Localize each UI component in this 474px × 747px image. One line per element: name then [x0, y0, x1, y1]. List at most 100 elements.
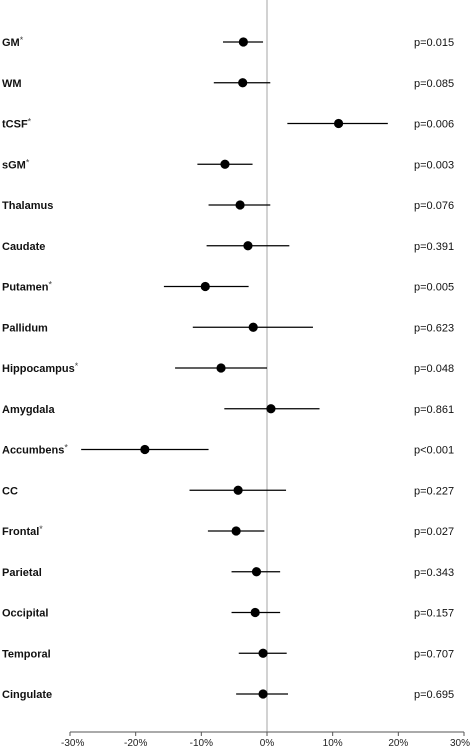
p-value-label: p=0.003 — [414, 159, 454, 171]
row-cc: CC p=0.227 — [2, 485, 454, 497]
point-estimate-marker — [258, 689, 268, 699]
row-label: Hippocampus* — [2, 361, 79, 375]
row-thalamus: Thalamus p=0.076 — [2, 200, 454, 212]
p-value-label: p=0.623 — [414, 322, 454, 334]
point-estimate-marker — [238, 37, 248, 47]
row-putamen: Putamen* p=0.005 — [2, 280, 454, 294]
point-estimate-marker — [250, 607, 260, 618]
p-value-label: p=0.076 — [414, 200, 454, 212]
row-amygdala: Amygdala p=0.861 — [2, 404, 454, 416]
p-value-label: p=0.157 — [414, 608, 454, 620]
p-value-label: p=0.227 — [414, 485, 454, 497]
p-value-label: p=0.006 — [414, 119, 454, 131]
row-label-text: Putamen — [2, 282, 49, 294]
row-cingulate: Cingulate p=0.695 — [2, 689, 454, 701]
p-value-label: p=0.015 — [414, 37, 454, 49]
point-estimate-marker — [231, 526, 241, 536]
significance-star: * — [20, 35, 24, 45]
x-tick-label: -30% — [61, 738, 84, 747]
point-estimate-marker — [200, 281, 210, 292]
row-sgm: sGM* p=0.003 — [2, 157, 454, 171]
point-estimate-marker — [251, 567, 262, 577]
row-label: GM* — [2, 35, 24, 49]
x-tick-label: 0% — [260, 738, 275, 747]
row-label: Parietal — [2, 567, 42, 579]
row-label-text: Accumbens — [2, 445, 64, 457]
row-label: Frontal* — [2, 524, 43, 538]
row-label-text: WM — [2, 78, 22, 90]
point-estimate-marker — [248, 322, 258, 332]
row-label: CC — [2, 485, 18, 497]
significance-star: * — [75, 361, 79, 371]
point-estimate-marker — [333, 118, 344, 129]
p-value-label: p=0.391 — [414, 241, 454, 253]
row-caudate: Caudate p=0.391 — [2, 241, 454, 253]
point-estimate-marker — [233, 485, 243, 495]
point-estimate-marker — [266, 404, 276, 414]
point-estimate-marker — [235, 200, 245, 210]
x-tick-label: -10% — [190, 738, 213, 747]
row-label-text: Pallidum — [2, 322, 48, 334]
row-accumbens: Accumbens* p<0.001 — [2, 443, 454, 457]
p-value-label: p=0.343 — [414, 567, 454, 579]
p-value-label: p=0.695 — [414, 689, 454, 701]
row-label: Putamen* — [2, 280, 52, 294]
x-axis: -30% -20% -10% 0% 10% 20% 30% — [61, 731, 470, 747]
row-parietal: Parietal p=0.343 — [2, 567, 454, 579]
row-label-text: Temporal — [2, 648, 51, 660]
significance-star: * — [48, 280, 52, 290]
row-label: Caudate — [2, 241, 45, 253]
row-label-text: Thalamus — [2, 200, 53, 212]
p-value-label: p<0.001 — [414, 445, 454, 457]
significance-star: * — [26, 157, 30, 167]
row-label: Occipital — [2, 608, 48, 620]
x-tick-label: 20% — [388, 738, 408, 747]
point-estimate-marker — [258, 648, 268, 658]
p-value-label: p=0.005 — [414, 282, 454, 294]
row-label-text: Cingulate — [2, 689, 52, 701]
p-value-label: p=0.027 — [414, 526, 454, 538]
row-label-text: Parietal — [2, 567, 42, 579]
row-label: tCSF* — [2, 117, 32, 131]
row-label: Accumbens* — [2, 443, 68, 457]
point-estimate-marker — [238, 78, 248, 88]
x-tick-label: -20% — [124, 738, 147, 747]
p-value-label: p=0.707 — [414, 648, 454, 660]
row-label-text: Amygdala — [2, 404, 55, 416]
point-estimate-marker — [243, 241, 253, 251]
significance-star: * — [64, 443, 68, 453]
x-tick-label: 30% — [450, 738, 470, 747]
significance-star: * — [28, 117, 32, 127]
row-label-text: Occipital — [2, 608, 48, 620]
row-label: Amygdala — [2, 404, 55, 416]
row-label: Thalamus — [2, 200, 53, 212]
row-label-text: tCSF — [2, 119, 28, 131]
significance-star: * — [39, 524, 43, 534]
p-value-label: p=0.861 — [414, 404, 454, 416]
row-label-text: CC — [2, 485, 18, 497]
point-estimate-marker — [216, 363, 226, 373]
row-label-text: sGM — [2, 159, 26, 171]
row-tcsf: tCSF* p=0.006 — [2, 117, 454, 131]
x-tick-label: 10% — [323, 738, 343, 747]
row-hippocampus: Hippocampus* p=0.048 — [2, 361, 454, 375]
row-label-text: Hippocampus — [2, 363, 75, 375]
row-temporal: Temporal p=0.707 — [2, 648, 454, 660]
row-label: WM — [2, 78, 22, 90]
row-label: Temporal — [2, 648, 51, 660]
row-label: Cingulate — [2, 689, 52, 701]
row-occipital: Occipital p=0.157 — [2, 608, 454, 620]
point-estimate-marker — [220, 159, 230, 169]
row-label: Pallidum — [2, 322, 48, 334]
point-estimate-marker — [140, 444, 150, 455]
row-label-text: Caudate — [2, 241, 45, 253]
row-label: sGM* — [2, 157, 30, 171]
row-label-text: GM — [2, 37, 20, 49]
p-value-label: p=0.085 — [414, 78, 454, 90]
row-label-text: Frontal — [2, 526, 39, 538]
row-wm: WM p=0.085 — [2, 78, 454, 90]
row-frontal: Frontal* p=0.027 — [2, 524, 454, 538]
row-gm: GM* p=0.015 — [2, 35, 454, 49]
p-value-label: p=0.048 — [414, 363, 454, 375]
